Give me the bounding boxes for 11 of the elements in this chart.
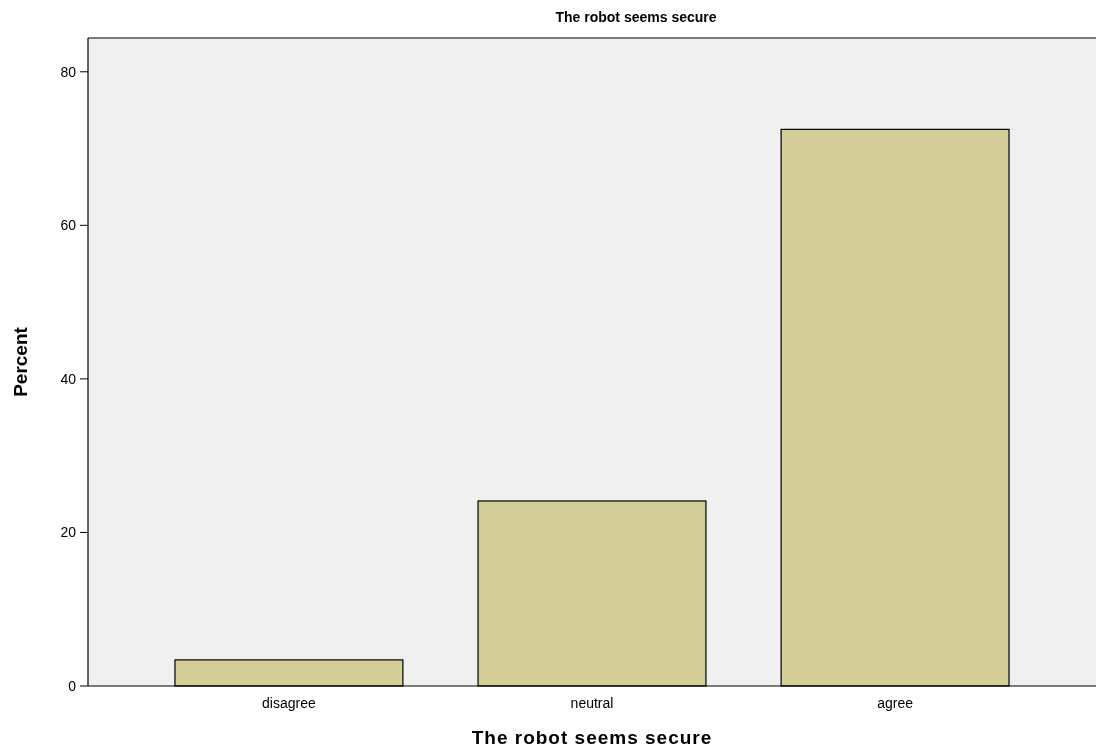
x-tick-label: agree — [877, 695, 914, 711]
y-tick-label: 20 — [60, 524, 77, 541]
x-tick-label: neutral — [570, 695, 614, 711]
y-tick-label: 0 — [68, 677, 77, 694]
x-axis-title: The robot seems secure — [471, 727, 713, 748]
y-tick-label: 60 — [60, 217, 77, 234]
y-axis-title: Percent — [10, 326, 31, 397]
x-tick-label: disagree — [262, 695, 316, 711]
chart-title: The robot seems secure — [555, 9, 717, 25]
y-tick-label: 40 — [60, 370, 77, 387]
y-tick-label: 80 — [60, 63, 77, 80]
